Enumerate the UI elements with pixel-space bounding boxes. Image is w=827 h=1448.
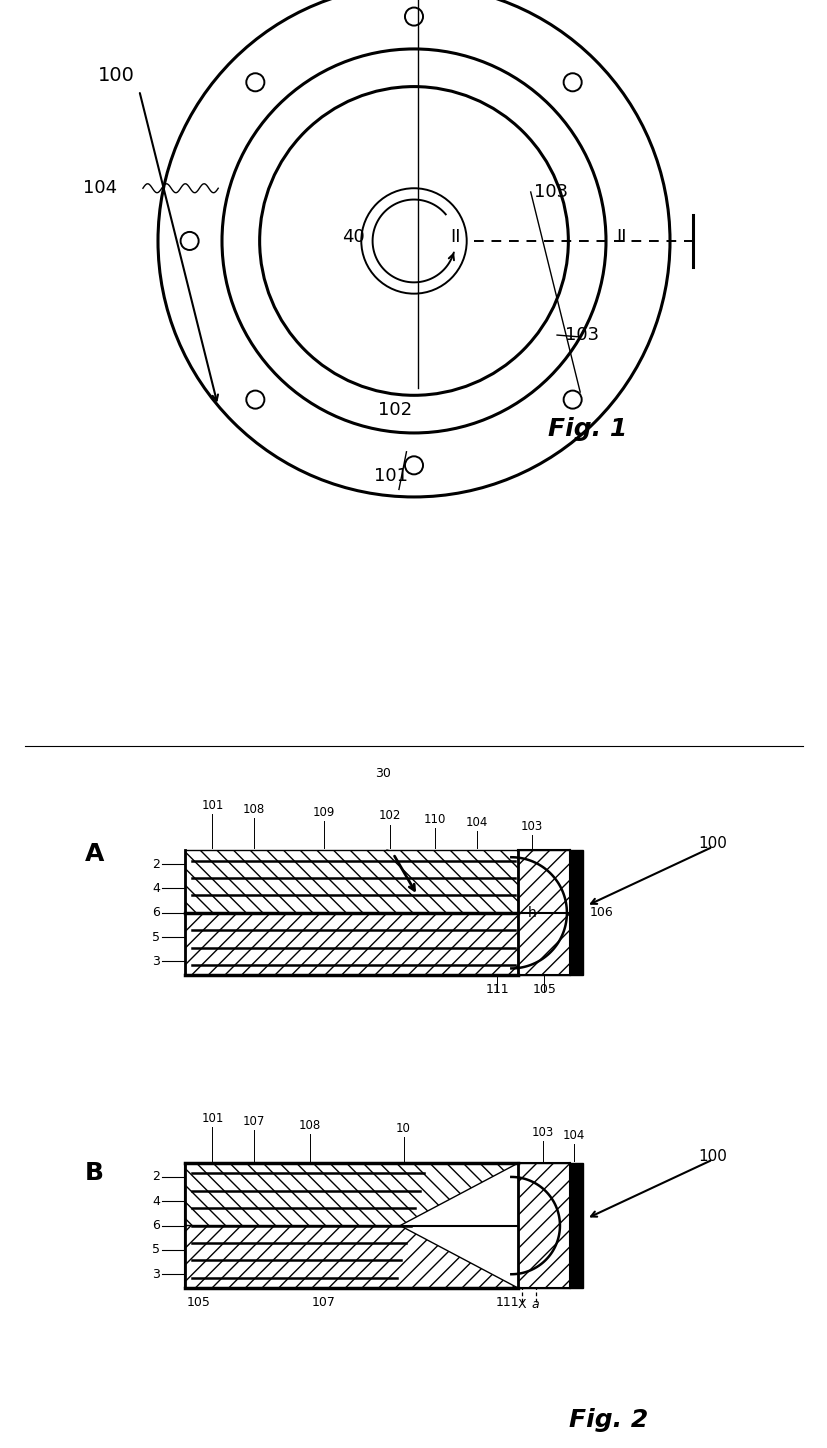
Text: II: II <box>615 229 625 246</box>
Text: 100: 100 <box>98 65 135 85</box>
Text: 104: 104 <box>562 1129 585 1142</box>
Text: X: X <box>517 1297 525 1310</box>
Text: 102: 102 <box>378 809 400 822</box>
Text: 103: 103 <box>520 820 543 833</box>
Text: 110: 110 <box>423 812 446 825</box>
Text: 111: 111 <box>485 983 509 996</box>
Text: 109: 109 <box>312 807 334 820</box>
Text: Fig. 1: Fig. 1 <box>547 417 626 442</box>
Text: 2: 2 <box>152 1170 160 1183</box>
Text: B: B <box>84 1161 103 1186</box>
Text: 40: 40 <box>342 229 365 246</box>
Bar <box>518 1163 570 1289</box>
Text: 101: 101 <box>201 799 223 812</box>
Polygon shape <box>184 1163 518 1225</box>
Text: A: A <box>84 841 104 866</box>
Text: 4: 4 <box>152 1195 160 1208</box>
Text: 3: 3 <box>152 956 160 967</box>
Text: 111: 111 <box>495 1296 519 1309</box>
Polygon shape <box>184 1225 518 1289</box>
Bar <box>570 1163 582 1289</box>
Text: 6: 6 <box>152 906 160 919</box>
Bar <box>518 850 570 976</box>
Text: 101: 101 <box>201 1112 223 1125</box>
Bar <box>184 850 518 912</box>
Text: 101: 101 <box>374 466 408 485</box>
Text: II: II <box>450 229 460 246</box>
Text: 103: 103 <box>531 1125 553 1138</box>
Text: 104: 104 <box>465 817 487 830</box>
Text: 108: 108 <box>299 1119 321 1132</box>
Text: 105: 105 <box>532 983 556 996</box>
Text: 4: 4 <box>152 882 160 895</box>
Bar <box>184 912 518 976</box>
Text: 108: 108 <box>242 802 265 815</box>
Bar <box>570 850 582 976</box>
Text: a: a <box>531 1297 539 1310</box>
Text: 100: 100 <box>697 835 726 851</box>
Text: 102: 102 <box>378 401 412 420</box>
Text: 100: 100 <box>697 1148 726 1164</box>
Text: 107: 107 <box>242 1115 265 1128</box>
Text: 105: 105 <box>186 1296 210 1309</box>
Text: 5: 5 <box>152 1244 160 1257</box>
Text: 10: 10 <box>395 1122 410 1135</box>
Text: 106: 106 <box>589 906 613 919</box>
Text: 103: 103 <box>564 326 598 345</box>
Text: h: h <box>528 906 536 919</box>
Text: 103: 103 <box>533 182 568 201</box>
Text: Fig. 2: Fig. 2 <box>568 1409 648 1432</box>
Text: 3: 3 <box>152 1268 160 1280</box>
Text: 30: 30 <box>375 767 390 780</box>
Text: 107: 107 <box>311 1296 335 1309</box>
Text: 2: 2 <box>152 857 160 870</box>
Text: 6: 6 <box>152 1219 160 1232</box>
Text: 104: 104 <box>83 180 117 197</box>
Text: 5: 5 <box>152 931 160 944</box>
